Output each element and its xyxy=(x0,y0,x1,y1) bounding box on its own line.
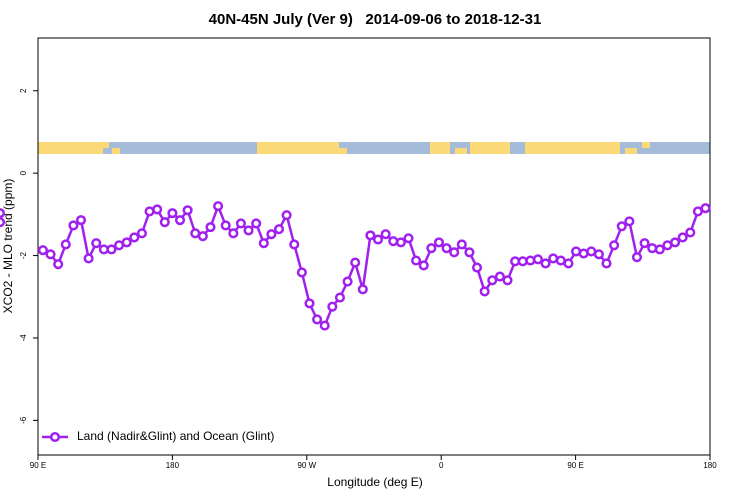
data-point xyxy=(53,259,64,270)
data-point xyxy=(685,227,696,238)
data-point xyxy=(593,249,604,260)
data-point xyxy=(525,255,536,266)
data-point xyxy=(433,237,445,248)
data-point xyxy=(654,244,665,255)
data-point xyxy=(395,237,406,248)
data-point xyxy=(411,255,422,266)
y-tick-label: -6 xyxy=(19,416,28,424)
data-point xyxy=(91,238,102,249)
x-tick-label: 0 xyxy=(439,461,444,470)
data-point xyxy=(700,203,711,214)
y-tick-label: -4 xyxy=(19,334,28,342)
y-tick-label: 2 xyxy=(19,88,28,93)
data-point xyxy=(152,204,163,215)
data-point xyxy=(372,234,384,245)
chart-title: 40N-45N July (Ver 9) 2014-09-06 to 2018-… xyxy=(209,11,542,28)
data-point xyxy=(403,233,414,244)
data-point xyxy=(502,275,513,286)
y-tick-label: -2 xyxy=(19,251,28,259)
data-point xyxy=(60,239,71,250)
data-point xyxy=(601,258,612,269)
data-point xyxy=(68,220,79,231)
legend-marker xyxy=(49,431,61,443)
data-point xyxy=(174,215,186,226)
data-point xyxy=(205,222,216,233)
data-point xyxy=(532,254,544,265)
data-point xyxy=(647,243,658,254)
x-axis-label: Longitude (deg E) xyxy=(327,475,422,489)
x-tick-label: 180 xyxy=(166,461,180,470)
data-point xyxy=(197,231,208,242)
data-point xyxy=(213,201,224,212)
data-point xyxy=(159,217,170,228)
data-point xyxy=(342,276,353,287)
data-point xyxy=(220,220,231,231)
data-point xyxy=(266,229,277,240)
data-point xyxy=(563,258,574,269)
plot-frame xyxy=(37,37,711,456)
data-point xyxy=(37,245,48,256)
data-point xyxy=(0,217,6,228)
data-point xyxy=(380,229,391,240)
data-point xyxy=(464,247,475,258)
data-point xyxy=(83,253,94,264)
data-point xyxy=(365,230,376,241)
data-point xyxy=(388,236,399,247)
data-point xyxy=(281,210,292,221)
data-point xyxy=(494,271,505,282)
data-point xyxy=(235,218,246,229)
data-point xyxy=(106,244,117,255)
data-point xyxy=(304,298,315,309)
data-point xyxy=(471,262,483,273)
data-point xyxy=(327,301,338,312)
data-point xyxy=(75,215,87,226)
data-point xyxy=(45,249,56,260)
data-point xyxy=(609,240,620,251)
data-point xyxy=(426,243,437,254)
data-point xyxy=(129,232,140,243)
data-point xyxy=(258,238,269,249)
land-ocean-strip xyxy=(38,142,710,154)
data-point xyxy=(228,228,239,239)
data-point xyxy=(357,284,368,295)
x-tick-label: 90 E xyxy=(567,461,583,470)
data-point xyxy=(441,243,452,254)
data-point xyxy=(479,286,490,297)
data-point xyxy=(296,267,307,278)
data-point xyxy=(121,237,132,248)
data-point xyxy=(319,320,330,331)
data-point xyxy=(0,208,6,219)
data-point xyxy=(251,218,262,229)
data-point xyxy=(540,258,551,269)
data-point xyxy=(273,224,285,235)
legend-label: Land (Nadir&Glint) and Ocean (Glint) xyxy=(77,429,274,443)
data-point xyxy=(289,239,300,250)
data-point xyxy=(350,257,361,268)
data-point xyxy=(487,275,498,286)
data-point xyxy=(243,225,254,236)
data-point xyxy=(639,238,650,249)
data-point xyxy=(418,260,429,271)
data-point xyxy=(616,221,627,232)
data-point xyxy=(456,239,467,250)
data-point xyxy=(449,247,460,258)
data-point xyxy=(670,237,681,248)
data-point xyxy=(167,208,178,219)
data-point xyxy=(182,205,193,216)
y-axis-label: XCO2 - MLO trend (ppm) xyxy=(1,179,15,314)
data-point xyxy=(312,314,323,325)
data-point xyxy=(631,252,643,263)
x-tick-label: 90 W xyxy=(297,461,316,470)
data-point xyxy=(136,228,147,239)
data-point xyxy=(624,216,635,227)
data-point xyxy=(677,232,688,243)
y-tick-label: 0 xyxy=(19,170,28,175)
x-tick-label: 180 xyxy=(703,461,717,470)
data-point xyxy=(334,292,346,303)
x-tick-label: 90 E xyxy=(30,461,46,470)
